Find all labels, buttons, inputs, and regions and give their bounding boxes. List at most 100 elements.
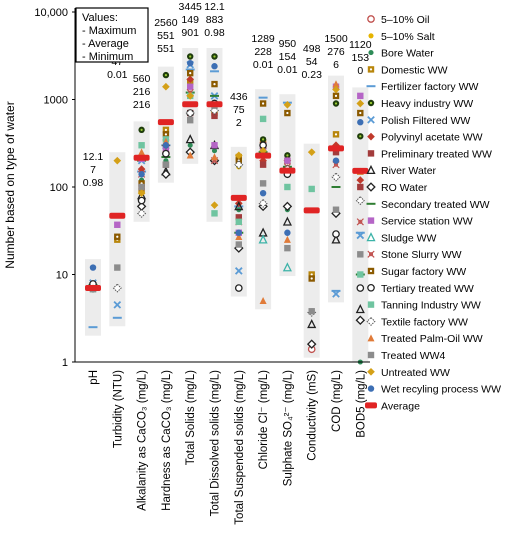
data-point [308, 271, 315, 278]
marker-shape [332, 230, 340, 238]
value-box-line: - Minimum [82, 51, 133, 63]
data-point [114, 221, 121, 228]
legend-label: Preliminary treated WW [381, 148, 492, 160]
marker-shape [366, 182, 376, 192]
marker-shape [332, 80, 340, 88]
marker-shape [211, 112, 218, 120]
marker-shape [137, 189, 146, 198]
average-marker [352, 167, 369, 174]
data-point [357, 119, 364, 126]
legend-marker [366, 232, 376, 242]
legend-marker [366, 316, 376, 326]
marker-shape [89, 264, 97, 271]
data-point [357, 271, 364, 278]
legend-item: Stone Slurry WW [367, 249, 462, 261]
legend-item: 5–10% Oil [367, 14, 429, 26]
data-point [211, 142, 218, 149]
data-point [112, 283, 122, 293]
data-point [357, 92, 364, 100]
data-point [234, 151, 243, 160]
range-band [85, 259, 101, 336]
average-marker [206, 101, 223, 108]
data-point [355, 315, 366, 326]
data-point [185, 108, 195, 118]
marker-shape [234, 201, 244, 211]
marker-shape [284, 244, 291, 252]
data-point [308, 185, 315, 193]
data-point [234, 284, 243, 292]
x-tick-label: Sulphate SO₄²⁻ (mg/L) [282, 370, 294, 486]
legend-marker [367, 15, 375, 23]
x-tick-label: Conductivity (mS) [307, 370, 319, 461]
legend-label: RO Water [381, 182, 428, 194]
legend-label: 5–10% Salt [381, 31, 435, 43]
value-label: 12.1 [83, 151, 104, 163]
range-bands [85, 48, 369, 363]
legend-item: Domestic WW [367, 64, 448, 76]
marker-shape [140, 128, 143, 131]
legend-marker [367, 267, 375, 275]
marker-shape [189, 72, 192, 75]
legend-item: Tertiary treated WW [367, 283, 474, 295]
marker-shape [331, 234, 341, 244]
marker-shape [332, 157, 340, 164]
marker-shape [355, 196, 365, 206]
data-point [332, 148, 340, 156]
legend-item: Average [365, 400, 420, 412]
legend-item: Preliminary treated WW [367, 148, 492, 160]
data-point [138, 126, 145, 134]
legend-label: Fertilizer factory WW [381, 81, 479, 93]
marker-shape [357, 251, 364, 258]
legend-marker [367, 66, 375, 73]
marker-shape [112, 283, 122, 293]
data-point [355, 196, 365, 206]
marker-shape [116, 235, 119, 238]
data-point [357, 109, 364, 117]
marker-shape [283, 235, 291, 243]
marker-shape [164, 128, 168, 131]
data-point [185, 134, 195, 144]
legend-marker [367, 132, 375, 141]
value-box-line: - Maximum [82, 25, 136, 37]
data-point [284, 244, 291, 252]
x-tick-label: pH [88, 370, 100, 385]
marker-shape [185, 134, 195, 144]
marker-shape [308, 308, 315, 315]
marker-shape [357, 183, 364, 191]
legend-label: Treated WW4 [381, 350, 446, 362]
legend-label: Tertiary treated WW [381, 283, 474, 295]
marker-shape [138, 171, 145, 178]
data-point [259, 180, 267, 187]
data-point [162, 131, 170, 138]
data-point [283, 100, 292, 109]
legend-marker [367, 150, 375, 157]
marker-shape [356, 231, 365, 240]
legend-marker [367, 367, 375, 376]
data-point [162, 149, 170, 158]
data-point [259, 146, 267, 155]
average-marker [328, 145, 344, 152]
data-point [332, 290, 340, 298]
data-point [162, 82, 170, 91]
x-tick-label: COD (mg/L) [331, 370, 343, 432]
data-point [259, 115, 267, 123]
legend-label: Wet recyling process WW [381, 384, 501, 396]
data-point [356, 99, 365, 108]
legend-label: Domestic WW [381, 64, 448, 76]
data-point [211, 210, 218, 217]
marker-shape [259, 189, 267, 197]
marker-shape [234, 284, 243, 292]
legend-item: Polish Filtered WW [367, 115, 470, 127]
legend-marker [367, 115, 375, 124]
data-point [187, 69, 194, 77]
value-label: 154 [279, 51, 297, 63]
legend-item: Polyvinyl acetate WW [367, 132, 483, 144]
marker-shape [162, 142, 170, 149]
legend-label: Treated Palm-Oil WW [381, 333, 483, 345]
data-point [113, 156, 122, 165]
data-point [356, 176, 365, 184]
range-band [303, 143, 320, 358]
marker-shape [306, 339, 317, 349]
value-label: 1120 [349, 39, 372, 51]
